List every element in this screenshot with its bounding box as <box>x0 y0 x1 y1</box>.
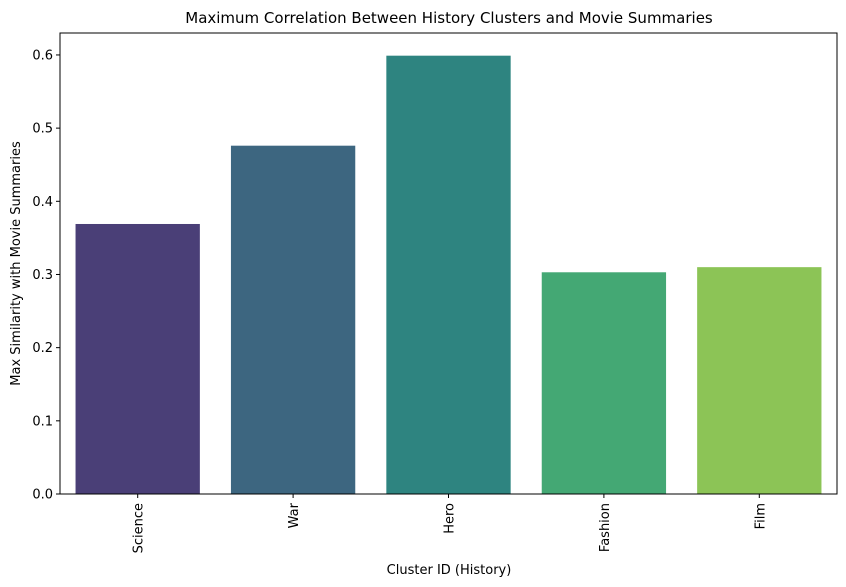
y-tick-label: 0.0 <box>32 488 53 503</box>
y-axis-label: Max Similarity with Movie Summaries <box>9 141 24 386</box>
y-tick-label: 0.1 <box>32 414 53 429</box>
y-tick-label: 0.5 <box>32 122 53 137</box>
bar-film <box>697 267 822 494</box>
bar-fashion <box>541 272 667 494</box>
y-tick-label: 0.6 <box>32 48 53 63</box>
y-tick-label: 0.2 <box>32 341 53 356</box>
y-axis-ticks: 0.0 0.1 0.2 0.3 0.4 0.5 0.6 <box>32 48 60 503</box>
x-tick-label: Hero <box>443 503 458 534</box>
bar-war <box>230 145 356 494</box>
x-tick-label: Science <box>132 503 147 553</box>
x-axis-ticks: Science War Hero Fashion Film <box>132 494 768 553</box>
x-axis-label: Cluster ID (History) <box>387 563 512 578</box>
bar-science <box>75 223 200 494</box>
bars-group <box>75 55 822 494</box>
x-tick-label: Film <box>753 503 768 529</box>
x-tick-label: War <box>287 502 302 528</box>
y-tick-label: 0.4 <box>32 195 53 210</box>
plot-frame <box>59 32 838 495</box>
bar-hero <box>386 55 511 494</box>
y-tick-label: 0.3 <box>32 268 53 283</box>
x-tick-label: Fashion <box>598 503 613 552</box>
chart-title: Maximum Correlation Between History Clus… <box>185 9 713 27</box>
